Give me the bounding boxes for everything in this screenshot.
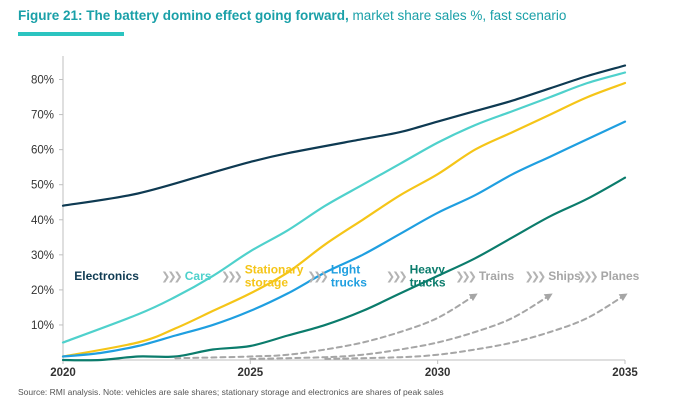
y-tick-label: 10% bbox=[31, 320, 54, 332]
domino-arrow-icon: ❯❯❯ bbox=[577, 270, 597, 283]
series-line-trains bbox=[174, 293, 478, 360]
x-tick-label: 2025 bbox=[238, 367, 264, 379]
domino-label-trains: Trains bbox=[479, 269, 515, 283]
domino-arrow-icon: ❯❯❯ bbox=[525, 270, 545, 283]
figure-title-bold: Figure 21: The battery domino effect goi… bbox=[18, 8, 349, 23]
domino-label-ships: Ships bbox=[548, 269, 581, 283]
domino-arrow-icon: ❯❯❯ bbox=[221, 270, 241, 283]
x-tick-label: 2020 bbox=[50, 367, 76, 379]
y-tick-label: 40% bbox=[31, 215, 54, 227]
series-line-heavy-trucks bbox=[61, 176, 627, 362]
y-tick-label: 60% bbox=[31, 145, 54, 157]
battery-domino-chart: 10% 20% 30% 40% 50% 60% 70% 80% 2020 2025 2030 2035… bbox=[31, 56, 640, 379]
source-note: Source: RMI analysis. Note: vehicles are… bbox=[18, 387, 444, 397]
series-line-stationary-storage bbox=[61, 81, 627, 358]
y-tick-label: 20% bbox=[31, 285, 54, 297]
x-tick-label: 2030 bbox=[425, 367, 451, 379]
y-tick-label: 50% bbox=[31, 180, 54, 192]
domino-label-electronics: Electronics bbox=[74, 269, 139, 283]
chart-series bbox=[61, 64, 628, 362]
domino-label-light-trucks: Light trucks bbox=[331, 262, 367, 289]
domino-arrow-icon: ❯❯❯ bbox=[161, 270, 181, 283]
y-tick-label: 30% bbox=[31, 250, 54, 262]
title-accent-rule bbox=[18, 32, 124, 36]
y-tick-label: 70% bbox=[31, 110, 54, 122]
domino-arrow-icon: ❯❯❯ bbox=[307, 270, 327, 283]
figure-title-subtitle: market share sales %, fast scenario bbox=[348, 8, 567, 23]
chart-domino-labels: Electronics ❯❯❯ Cars ❯❯❯ Stationary storage ❯❯… bbox=[74, 262, 639, 289]
series-line-electronics bbox=[61, 64, 627, 207]
series-line-ships bbox=[249, 293, 553, 360]
domino-label-cars: Cars bbox=[185, 269, 212, 283]
series-line-planes bbox=[324, 293, 628, 360]
domino-label-planes: Planes bbox=[601, 269, 640, 283]
y-tick-label: 80% bbox=[31, 75, 54, 87]
domino-label-heavy-trucks: Heavy trucks bbox=[410, 262, 446, 289]
domino-arrow-icon: ❯❯❯ bbox=[386, 270, 406, 283]
domino-arrow-icon: ❯❯❯ bbox=[455, 270, 475, 283]
x-tick-label: 2035 bbox=[612, 367, 638, 379]
chart-axes: 10% 20% 30% 40% 50% 60% 70% 80% 2020 2025 2030 2035 bbox=[31, 56, 638, 379]
series-line-light-trucks bbox=[61, 120, 627, 358]
domino-label-stationary-storage: Stationary storage bbox=[245, 262, 304, 289]
series-line-cars bbox=[61, 71, 627, 344]
figure-title: Figure 21: The battery domino effect goi… bbox=[18, 8, 566, 23]
